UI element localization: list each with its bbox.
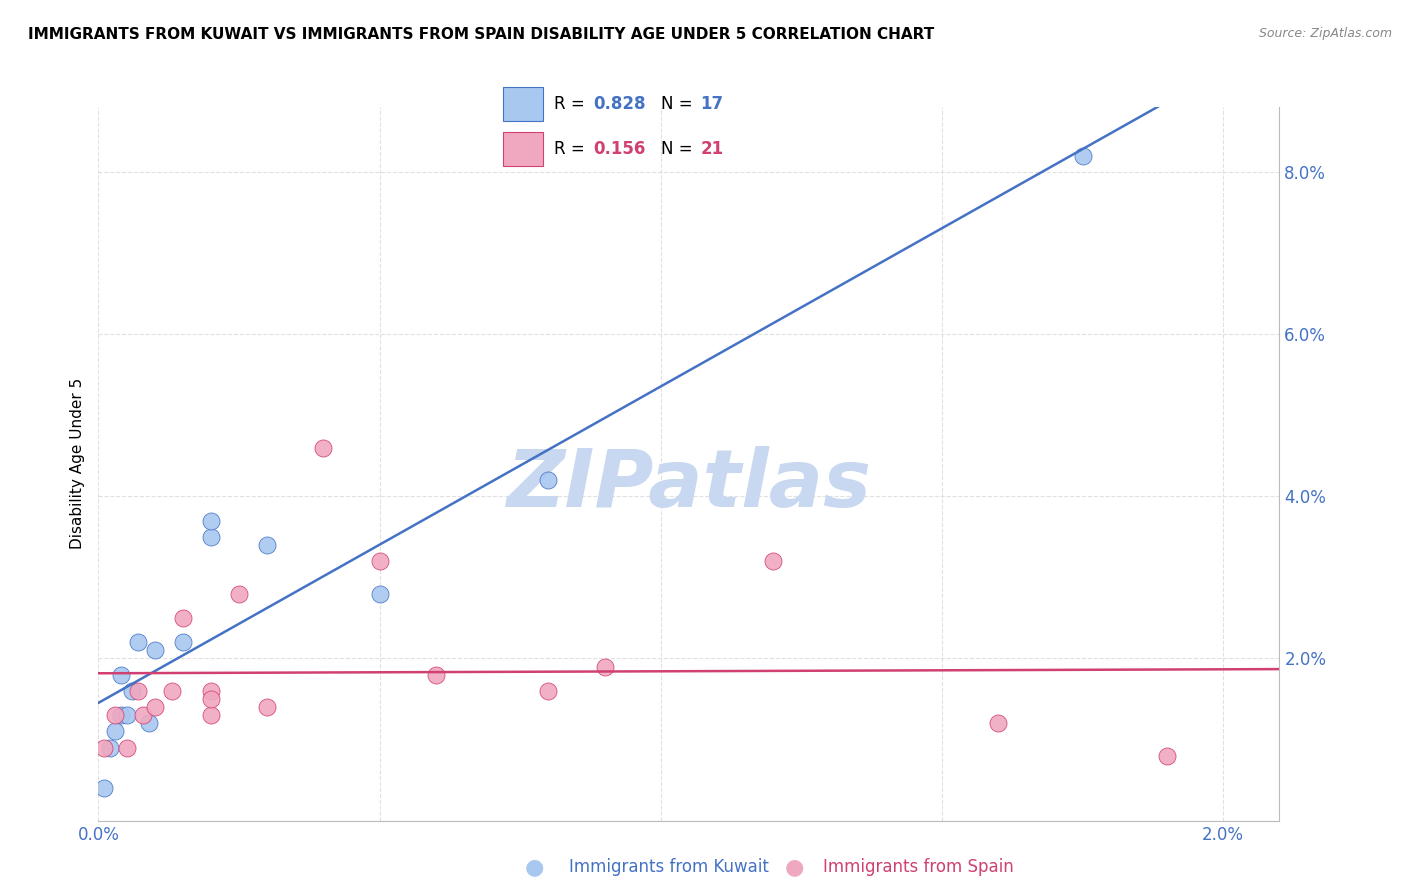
Point xyxy=(200,684,222,698)
Point xyxy=(143,700,166,714)
Text: 21: 21 xyxy=(700,140,723,158)
Point xyxy=(115,708,138,723)
Text: ●: ● xyxy=(785,857,804,877)
Point xyxy=(110,667,132,681)
Text: Immigrants from Kuwait: Immigrants from Kuwait xyxy=(569,858,769,876)
Point xyxy=(93,781,115,796)
Point xyxy=(987,716,1010,731)
Point xyxy=(160,684,183,698)
Point xyxy=(200,708,222,723)
Point xyxy=(104,724,127,739)
Text: ZIPatlas: ZIPatlas xyxy=(506,446,872,524)
Point xyxy=(138,716,160,731)
Text: 0.828: 0.828 xyxy=(593,95,645,113)
Point xyxy=(537,684,560,698)
Point xyxy=(127,635,149,649)
Point xyxy=(1071,149,1094,163)
Point xyxy=(256,700,278,714)
Point xyxy=(143,643,166,657)
Point xyxy=(127,684,149,698)
Y-axis label: Disability Age Under 5: Disability Age Under 5 xyxy=(69,378,84,549)
Point xyxy=(312,441,335,455)
Text: ●: ● xyxy=(524,857,544,877)
Point xyxy=(762,554,785,568)
Point xyxy=(200,514,222,528)
Point xyxy=(172,635,194,649)
Point xyxy=(93,740,115,755)
Point xyxy=(121,684,143,698)
Point xyxy=(425,667,447,681)
Point xyxy=(115,740,138,755)
Point xyxy=(104,708,127,723)
Point xyxy=(256,538,278,552)
Point xyxy=(368,554,391,568)
Point xyxy=(368,586,391,600)
Text: IMMIGRANTS FROM KUWAIT VS IMMIGRANTS FROM SPAIN DISABILITY AGE UNDER 5 CORRELATI: IMMIGRANTS FROM KUWAIT VS IMMIGRANTS FRO… xyxy=(28,27,935,42)
Bar xyxy=(503,132,543,166)
Text: R =: R = xyxy=(554,140,591,158)
Point xyxy=(200,692,222,706)
Text: Immigrants from Spain: Immigrants from Spain xyxy=(823,858,1014,876)
Point xyxy=(98,740,121,755)
Point xyxy=(132,708,155,723)
Text: N =: N = xyxy=(661,140,697,158)
Point xyxy=(200,530,222,544)
Point xyxy=(593,659,616,673)
Point xyxy=(537,473,560,487)
Text: R =: R = xyxy=(554,95,591,113)
Point xyxy=(172,611,194,625)
Point xyxy=(1156,748,1178,763)
Text: Source: ZipAtlas.com: Source: ZipAtlas.com xyxy=(1258,27,1392,40)
Text: 17: 17 xyxy=(700,95,723,113)
Point xyxy=(110,708,132,723)
Point xyxy=(228,586,250,600)
Text: 0.156: 0.156 xyxy=(593,140,645,158)
Text: N =: N = xyxy=(661,95,697,113)
Bar xyxy=(503,87,543,121)
